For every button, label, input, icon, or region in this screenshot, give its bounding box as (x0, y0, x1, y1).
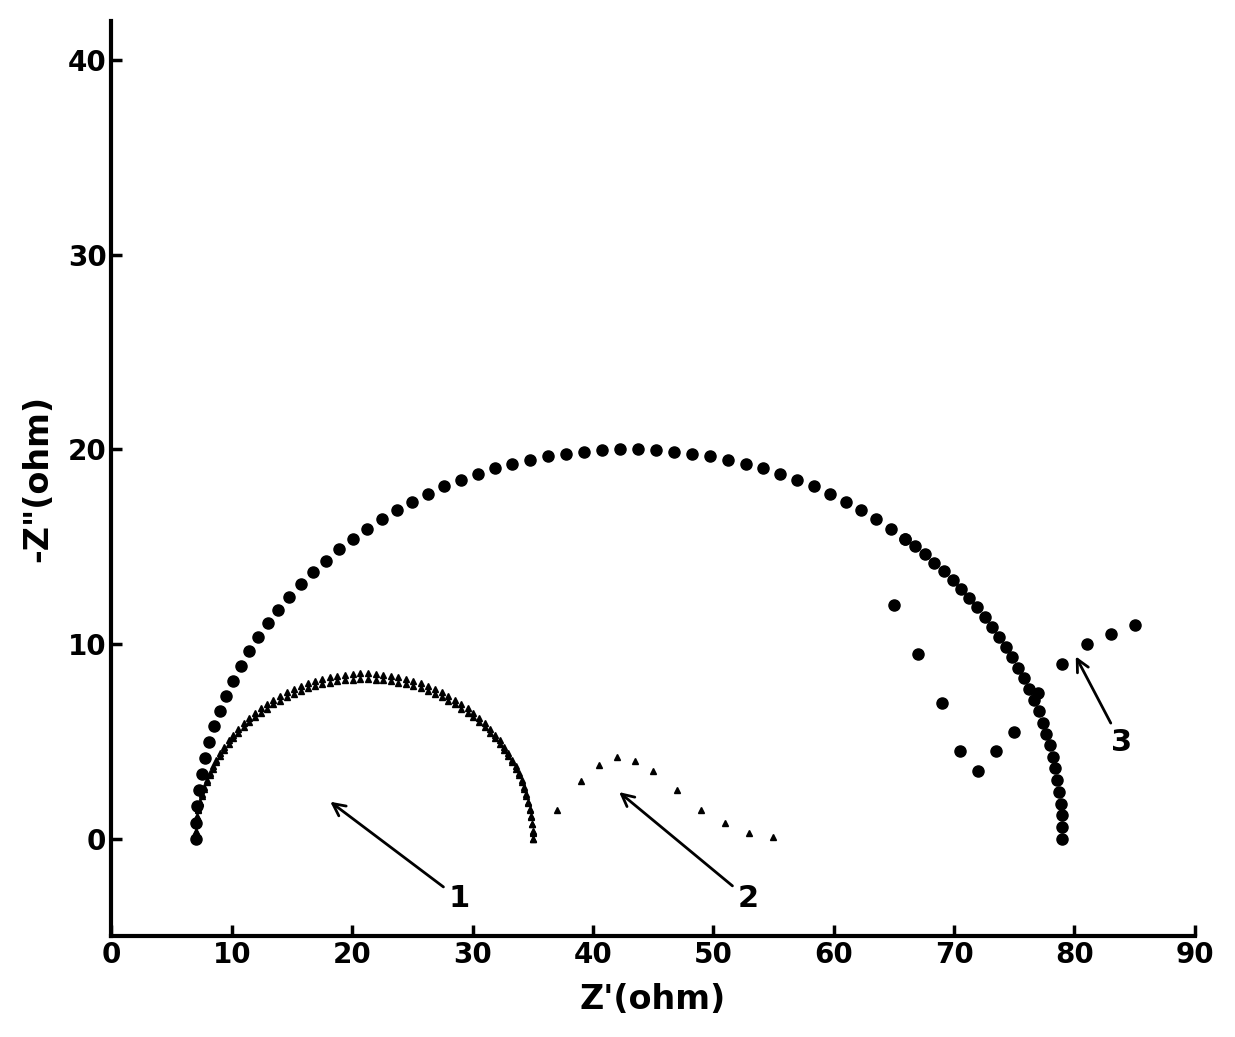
Text: 2: 2 (621, 794, 758, 914)
Text: 1: 1 (332, 804, 469, 914)
Text: 3: 3 (1077, 660, 1131, 757)
X-axis label: Z'(ohm): Z'(ohm) (580, 983, 726, 1016)
Y-axis label: -Z"(ohm): -Z"(ohm) (21, 395, 54, 562)
